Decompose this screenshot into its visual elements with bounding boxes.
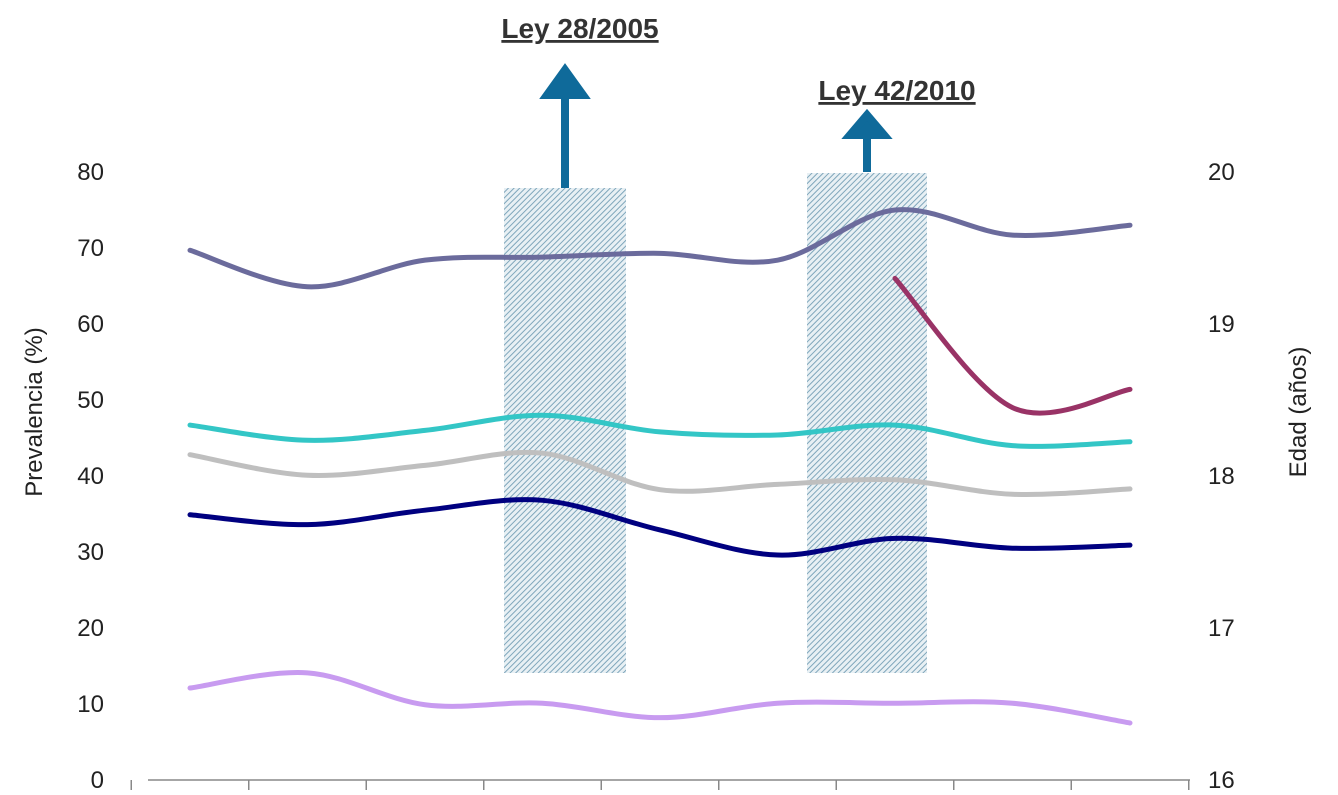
series-line — [187, 670, 1133, 726]
period-band — [807, 173, 927, 673]
y2-tick-label: 17 — [1208, 615, 1235, 642]
y-tick-label: 10 — [77, 691, 104, 718]
annotation: Ley 28/2005 — [501, 13, 658, 44]
series-line — [187, 412, 1133, 449]
arrow — [841, 108, 893, 172]
y-tick-label: 50 — [77, 387, 104, 414]
x-tick-label: 1999 — [281, 791, 334, 795]
x-tick-label: 2009 — [868, 791, 921, 795]
y-tick-label: 20 — [77, 615, 104, 642]
y2-tick-label: 19 — [1208, 311, 1235, 338]
x-tick-label: 2003 — [516, 791, 569, 795]
x-tick-label: 2005 — [633, 791, 686, 795]
annotation: Ley 42/2010 — [818, 75, 975, 106]
period-band — [504, 188, 626, 673]
x-tick-label: 2007 — [751, 791, 804, 795]
y-tick-label: 70 — [77, 235, 104, 262]
y-tick-label: 40 — [77, 463, 104, 490]
y2-tick-label: 20 — [1208, 159, 1235, 186]
y-tick-label: 60 — [77, 311, 104, 338]
x-tick-label: 2011 — [987, 791, 1039, 795]
y-axis-label: Prevalencia (%) — [21, 327, 48, 496]
y-tick-label: 30 — [77, 539, 104, 566]
x-tick-label: 1997 — [163, 791, 216, 795]
y-tick-label: 80 — [77, 159, 104, 186]
series-line — [187, 449, 1133, 497]
y-tick-label: 0 — [91, 767, 104, 794]
x-tick-label: 2013 — [1103, 791, 1156, 795]
arrow — [539, 63, 591, 188]
y2-tick-label: 18 — [1208, 463, 1235, 490]
y2-axis-label: Edad (años) — [1285, 347, 1312, 478]
series-line — [187, 497, 1133, 558]
series-line — [187, 207, 1133, 290]
x-tick-label: 2001 — [398, 791, 451, 795]
series-line — [892, 275, 1133, 416]
y2-tick-label: 16 — [1208, 767, 1235, 794]
